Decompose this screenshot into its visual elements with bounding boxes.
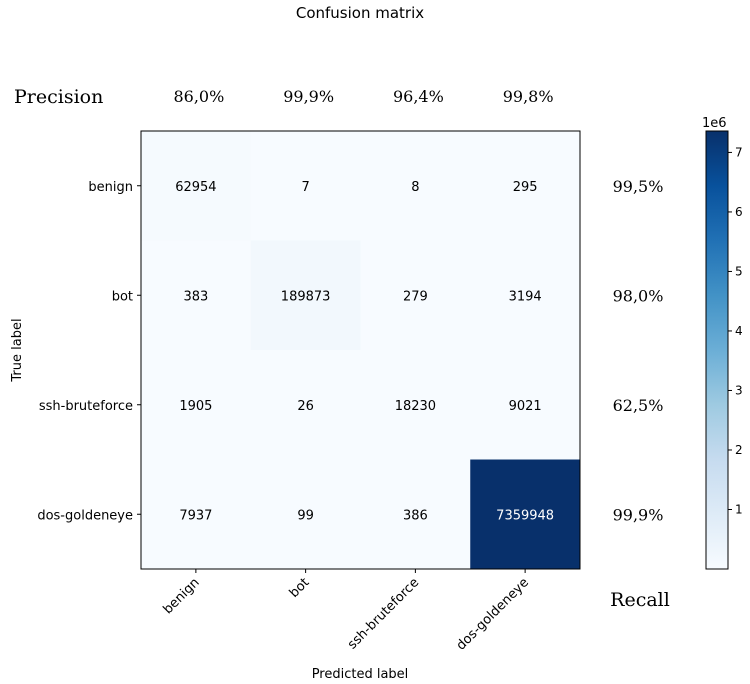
matrix-cell: [250, 350, 361, 460]
matrix-frame: [140, 130, 581, 570]
recall-value: 99,9%: [613, 505, 664, 524]
recall-values: 99,5% 98,0% 62,5% 99,9%: [613, 177, 664, 525]
matrix-cell: [360, 459, 471, 570]
cell-value-label: 189873: [281, 289, 331, 304]
matrix-cell: [250, 240, 361, 351]
recall-value: 98,0%: [613, 286, 664, 305]
precision-value: 99,9%: [283, 87, 334, 106]
x-axis-label: Predicted label: [312, 667, 409, 682]
matrix-cell: [360, 350, 471, 460]
matrix-cell: [360, 240, 471, 351]
precision-value: 86,0%: [173, 87, 224, 106]
colorbar-tick-label: 3: [735, 383, 743, 397]
matrix-cell: [470, 459, 581, 570]
y-tick-label: ssh-bruteforce: [39, 399, 133, 414]
cell-value-label: 3194: [509, 289, 542, 304]
recall-value: 62,5%: [613, 396, 664, 415]
cell-value-label: 9021: [509, 399, 542, 414]
y-axis-label: True label: [10, 318, 25, 382]
cell-value-label: 279: [403, 289, 428, 304]
y-tick-label: bot: [112, 289, 133, 304]
matrix-cell: [470, 350, 581, 460]
colorbar: [705, 130, 729, 570]
x-tick-labels: benign bot ssh-bruteforce dos-goldeneye: [161, 569, 532, 653]
matrix-cell: [470, 240, 581, 351]
colorbar-multiplier: 1e6: [702, 116, 727, 131]
precision-value: 96,4%: [393, 87, 444, 106]
cell-value-label: 7359948: [496, 508, 554, 523]
colorbar-tick-label: 1: [735, 502, 743, 516]
matrix-cell: [250, 131, 361, 241]
recall-value: 99,5%: [613, 177, 664, 196]
precision-label: Precision: [14, 86, 103, 108]
precision-value: 99,8%: [503, 87, 554, 106]
cell-value-label: 295: [513, 180, 538, 195]
matrix-cell: [141, 240, 252, 351]
matrix-cells: [141, 131, 581, 570]
cell-value-label: 1905: [179, 399, 212, 414]
matrix-cell: [250, 459, 361, 570]
colorbar-tick-label: 7: [735, 145, 743, 159]
x-tick-label: ssh-bruteforce: [345, 575, 422, 652]
matrix-cell: [141, 459, 252, 570]
matrix-cell: [141, 131, 252, 241]
matrix-cell: [141, 350, 252, 460]
cell-value-label: 18230: [395, 399, 436, 414]
colorbar-tick-label: 5: [735, 264, 743, 278]
cell-value-label: 99: [297, 508, 314, 523]
matrix-cell-labels: 62954 7 8 295 383 189873 279 3194 1905 26 18230 902…: [175, 180, 554, 524]
recall-label: Recall: [610, 589, 670, 611]
chart-title: Confusion matrix: [296, 4, 424, 22]
x-tick-label: benign: [161, 575, 203, 617]
y-tick-label: dos-goldeneye: [37, 508, 133, 523]
cell-value-label: 62954: [175, 180, 216, 195]
cell-value-label: 386: [403, 508, 428, 523]
colorbar-ticks: 1 2 3 4 5 6 7: [728, 145, 743, 516]
colorbar-tick-label: 2: [735, 443, 743, 457]
cell-value-label: 8: [411, 180, 419, 195]
matrix-cell: [470, 131, 581, 241]
cell-value-label: 7: [301, 180, 309, 195]
cell-value-label: 383: [183, 289, 208, 304]
y-tick-label: benign: [88, 180, 133, 195]
x-tick-label: dos-goldeneye: [454, 575, 532, 653]
cell-value-label: 7937: [179, 508, 212, 523]
x-tick-label: bot: [287, 575, 313, 601]
cell-value-label: 26: [297, 399, 314, 414]
colorbar-tick-label: 4: [735, 324, 743, 338]
y-tick-labels: benign bot ssh-bruteforce dos-goldeneye: [37, 180, 141, 523]
precision-values: 86,0% 99,9% 96,4% 99,8%: [173, 87, 553, 106]
colorbar-tick-label: 6: [735, 205, 743, 219]
matrix-cell: [360, 131, 471, 241]
